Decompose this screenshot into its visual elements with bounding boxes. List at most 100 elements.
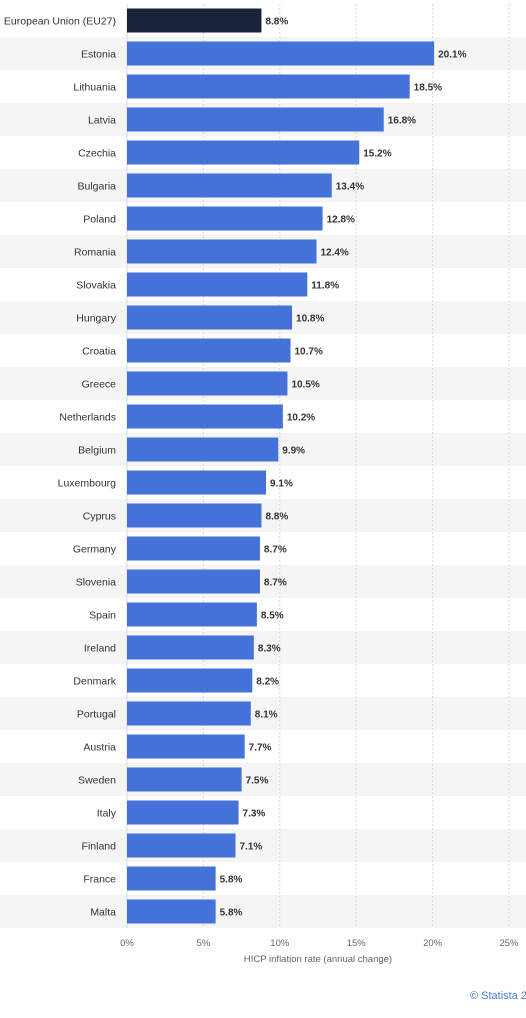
bar[interactable] [127,404,283,429]
value-label: 10.8% [296,314,324,325]
statista-credit[interactable]: © Statista 2 [470,990,526,1002]
bar[interactable] [127,866,216,891]
bar[interactable] [127,899,216,924]
value-label: 8.7% [264,545,287,556]
value-label: 13.4% [336,182,364,193]
value-label: 8.8% [265,17,288,28]
bar[interactable] [127,569,260,594]
bar[interactable] [127,305,293,330]
category-label: Germany [73,544,117,556]
value-label: 7.5% [246,776,269,787]
category-label: Luxembourg [58,478,117,490]
category-label: Austria [83,742,116,754]
value-label: 5.8% [220,875,243,886]
value-label: 7.3% [243,809,266,820]
bar[interactable] [127,338,291,363]
category-label: Netherlands [59,412,116,424]
value-label: 7.7% [249,743,272,754]
bar[interactable] [127,470,267,495]
category-label: Bulgaria [77,181,116,193]
row-band [0,895,526,928]
x-tick-label: 5% [197,938,211,949]
value-label: 12.4% [320,248,348,259]
category-label: Slovakia [76,280,116,292]
bar[interactable] [127,503,262,528]
value-label: 16.8% [388,116,416,127]
value-labels: 8.8% 20.1% 18.5% 16.8% 15.2% 13.4% 12.8% 12.4% 1… [220,17,467,919]
value-label: 8.7% [264,578,287,589]
value-label: 8.3% [258,644,281,655]
bar[interactable] [127,41,435,66]
category-label: Latvia [88,115,116,127]
category-label: Romania [74,247,116,259]
bar[interactable] [127,371,288,396]
bar[interactable] [127,767,242,792]
value-label: 12.8% [327,215,355,226]
value-label: 18.5% [414,83,442,94]
x-tick-label: 0% [120,938,134,949]
value-label: 8.8% [265,512,288,523]
bar[interactable] [127,668,253,693]
category-label: Czechia [78,148,116,160]
bar[interactable] [127,107,384,132]
bar[interactable] [127,635,254,660]
bar[interactable] [127,437,279,462]
x-axis-title: HICP inflation rate (annual change) [244,954,392,965]
value-label: 15.2% [363,149,391,160]
category-label: Hungary [76,313,116,325]
category-label: Portugal [77,709,116,721]
x-tick-label: 25% [499,938,519,949]
value-label: 9.9% [282,446,305,457]
row-band [0,829,526,862]
category-label: Spain [89,610,116,622]
category-label: European Union (EU27) [4,16,116,28]
value-label: 7.1% [239,842,262,853]
category-label: Cyprus [83,511,116,523]
row-band [0,697,526,730]
category-label: Denmark [73,676,116,688]
value-label: 10.2% [287,413,315,424]
bar[interactable] [127,833,236,858]
category-label: Slovenia [76,577,116,589]
category-labels: European Union (EU27) Estonia Lithuania Lat… [4,16,117,919]
bar[interactable] [127,239,317,264]
row-band [0,763,526,796]
bar[interactable] [127,602,257,627]
value-label: 8.1% [255,710,278,721]
value-label: 8.5% [261,611,284,622]
category-label: Croatia [82,346,116,358]
category-label: Finland [82,841,117,853]
bar[interactable] [127,272,308,297]
bar[interactable] [127,701,251,726]
bar[interactable] [127,74,410,99]
category-label: Lithuania [73,82,116,94]
category-label: Sweden [78,775,116,787]
x-tick-label: 15% [347,938,367,949]
category-label: Italy [97,808,117,820]
bar[interactable] [127,734,245,759]
value-label: 9.1% [270,479,293,490]
row-band [0,499,526,532]
value-label: 8.2% [256,677,279,688]
category-label: Greece [82,379,117,391]
category-label: Ireland [84,643,116,655]
x-tick-label: 20% [423,938,443,949]
category-label: Malta [90,907,116,919]
value-label: 20.1% [438,50,466,61]
value-label: 5.8% [220,908,243,919]
bar-chart: European Union (EU27) Estonia Lithuania Lat… [0,4,526,965]
row-band [0,631,526,664]
bar[interactable] [127,800,239,825]
bar[interactable] [127,173,332,198]
x-tick-labels: 0% 5% 10% 15% 20% 25% [120,938,519,949]
bar[interactable] [127,206,323,231]
category-label: Belgium [78,445,116,457]
x-tick-label: 10% [270,938,290,949]
bar[interactable] [127,8,262,33]
category-label: Estonia [81,49,116,61]
category-label: Poland [83,214,116,226]
bar[interactable] [127,536,260,561]
bars [127,8,435,924]
value-label: 10.7% [294,347,322,358]
bar[interactable] [127,140,360,165]
